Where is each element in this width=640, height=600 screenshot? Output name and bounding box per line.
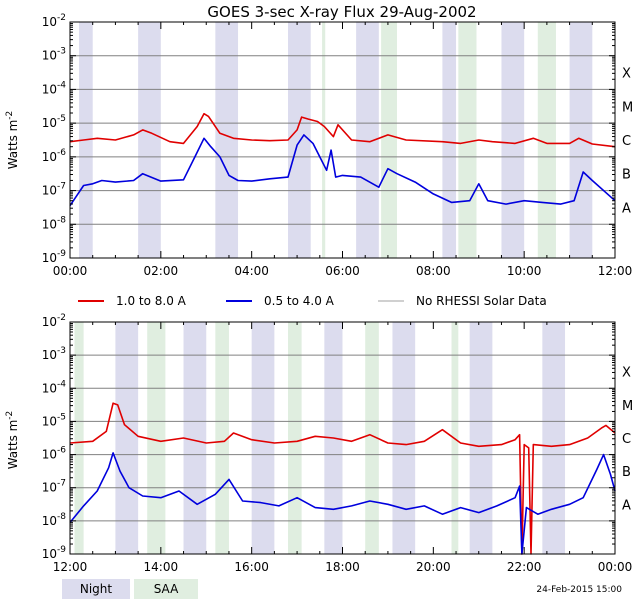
- x-tick-label: 00:00: [598, 560, 633, 574]
- y-tick-label: 10-7: [42, 182, 66, 198]
- footer: Night SAA 24-Feb-2015 15:00: [62, 579, 622, 599]
- saa-legend-swatch: [134, 579, 198, 599]
- saa-band-2: [458, 22, 477, 258]
- y-tick-label: 10-2: [42, 13, 66, 29]
- x-tick-label: 12:00: [598, 264, 633, 278]
- flare-class-label: X: [622, 67, 631, 82]
- bottom-x-ticks: 12:00 14:00 16:00 18:00 20:00 22:00 00:00: [53, 322, 633, 574]
- night-band-5: [469, 322, 493, 554]
- top-y-ticks: 10-2 10-3 10-4 10-5 10-6 10-7 10-8 10-9: [42, 13, 615, 265]
- y-tick-label: 10-8: [42, 215, 67, 231]
- night-legend-label: Night: [80, 582, 113, 596]
- x-tick-label: 06:00: [325, 264, 360, 278]
- top-x-ticks: 00:00 02:00 04:00 06:00 08:00 10:00 12:00: [53, 22, 633, 278]
- night-band-6: [542, 322, 566, 554]
- footer-timestamp: 24-Feb-2015 15:00: [536, 585, 622, 595]
- saa-band-1: [147, 322, 166, 554]
- saa-legend-label: SAA: [154, 582, 179, 596]
- night-band-5: [442, 22, 457, 258]
- saa-band-2: [215, 322, 229, 554]
- chart-title: GOES 3-sec X-ray Flux 29-Aug-2002: [207, 3, 476, 21]
- y-tick-label: 10-7: [42, 479, 66, 495]
- panel-bottom: 10-2 10-3 10-4 10-5 10-6 10-7 10-8 10-9 12:00 14…: [5, 313, 633, 574]
- top-grid: [70, 55, 615, 225]
- y-tick-label: 10-4: [42, 80, 67, 96]
- flare-class-label: M: [622, 100, 633, 115]
- y-tick-label: 10-5: [42, 114, 66, 130]
- x-tick-label: 02:00: [144, 264, 179, 278]
- flare-class-label: M: [622, 399, 633, 414]
- night-band-1: [183, 322, 207, 554]
- flare-class-label: B: [622, 465, 631, 480]
- bottom-grid: [70, 354, 615, 522]
- saa-band-1: [381, 22, 397, 258]
- x-tick-label: 16:00: [234, 560, 269, 574]
- flare-class-label: C: [622, 432, 631, 447]
- top-series: [69, 112, 616, 207]
- bottom-y-axis-label: Watts m-2: [5, 411, 20, 470]
- series-line-0: [69, 402, 616, 555]
- legend-label-blue: 0.5 to 4.0 A: [264, 294, 335, 308]
- flare-class-label: B: [622, 168, 631, 183]
- night-legend-swatch: [62, 579, 130, 599]
- series-line-0: [69, 112, 616, 148]
- y-tick-label: 10-2: [42, 313, 66, 329]
- y-tick-label: 10-6: [42, 148, 67, 164]
- flare-class-label: A: [622, 498, 631, 513]
- y-tick-label: 10-6: [42, 446, 67, 462]
- saa-band-0: [74, 322, 84, 554]
- y-tick-label: 10-4: [42, 379, 67, 395]
- y-tick-label: 10-5: [42, 412, 66, 428]
- series-line-1: [69, 452, 616, 555]
- night-band-0: [115, 322, 139, 554]
- night-band-4: [392, 322, 416, 554]
- top-y-axis-label: Watts m-2: [5, 111, 20, 170]
- saa-band-3: [288, 322, 302, 554]
- top-bands: [79, 22, 593, 258]
- y-tick-label: 10-3: [42, 346, 66, 362]
- y-tick-label: 10-8: [42, 512, 67, 528]
- saa-band-4: [365, 322, 379, 554]
- flare-class-label: C: [622, 134, 631, 149]
- x-tick-label: 22:00: [507, 560, 542, 574]
- x-tick-label: 14:00: [144, 560, 179, 574]
- bottom-y-ticks: 10-2 10-3 10-4 10-5 10-6 10-7 10-8 10-9: [42, 313, 615, 561]
- x-tick-label: 08:00: [416, 264, 451, 278]
- bottom-series: [69, 402, 616, 555]
- legend-label-red: 1.0 to 8.0 A: [116, 294, 187, 308]
- saa-band-0: [322, 22, 326, 258]
- y-tick-label: 10-9: [42, 249, 67, 265]
- panel-top: GOES 3-sec X-ray Flux 29-Aug-2002 10-210…: [5, 3, 633, 278]
- x-tick-label: 00:00: [53, 264, 88, 278]
- x-tick-label: 12:00: [53, 560, 88, 574]
- night-band-1: [138, 22, 161, 258]
- y-tick-label: 10-9: [42, 545, 67, 561]
- saa-band-3: [537, 22, 556, 258]
- top-flare-classes: X M C B A: [622, 67, 633, 217]
- night-band-3: [288, 22, 311, 258]
- flare-class-label: A: [622, 201, 631, 216]
- night-band-6: [501, 22, 525, 258]
- night-band-2: [251, 322, 275, 554]
- bottom-flare-classes: X M C B A: [622, 366, 633, 514]
- flare-class-label: X: [622, 366, 631, 381]
- night-band-2: [215, 22, 239, 258]
- legend-label-gray: No RHESSI Solar Data: [416, 294, 547, 308]
- series-line-1: [69, 134, 616, 207]
- x-tick-label: 04:00: [234, 264, 269, 278]
- y-tick-label: 10-3: [42, 47, 66, 63]
- x-tick-label: 10:00: [507, 264, 542, 278]
- legend: 1.0 to 8.0 A 0.5 to 4.0 A No RHESSI Sola…: [78, 294, 547, 308]
- x-tick-label: 20:00: [416, 560, 451, 574]
- night-band-4: [356, 22, 379, 258]
- x-tick-label: 18:00: [325, 560, 360, 574]
